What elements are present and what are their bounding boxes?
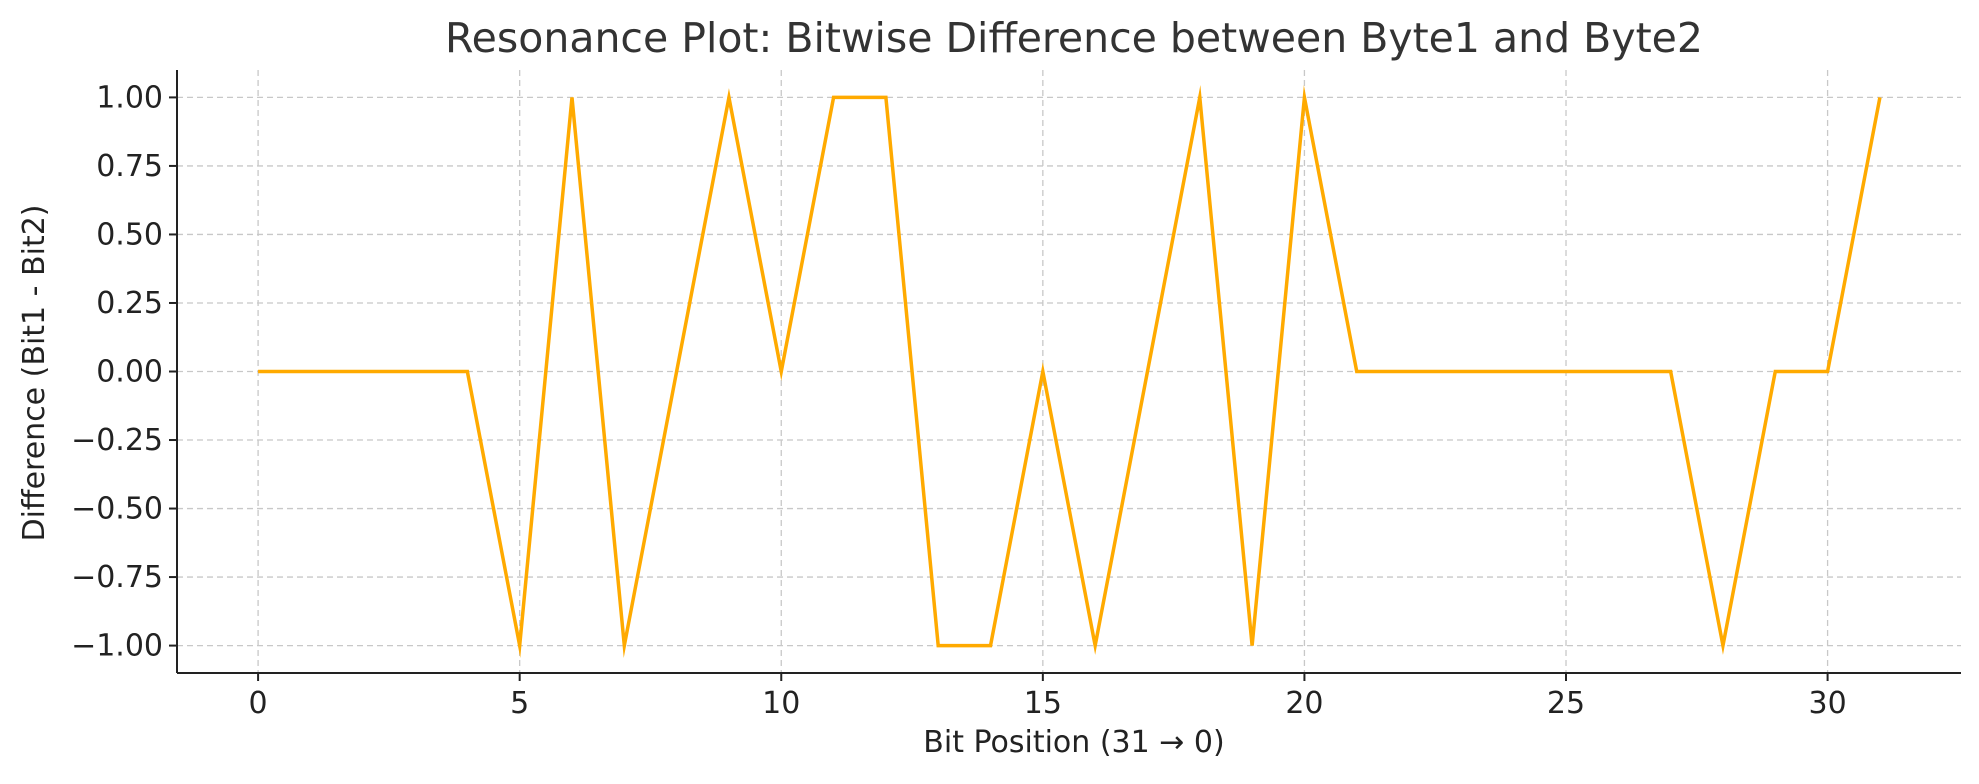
x-tick-label: 15 xyxy=(1024,686,1062,721)
data-point xyxy=(518,644,521,647)
x-axis-label: Bit Position (31 → 0) xyxy=(923,725,1224,760)
y-tick-label: −1.00 xyxy=(71,629,163,664)
y-tick-label: 0.75 xyxy=(96,149,163,184)
data-point xyxy=(361,370,364,373)
y-tick-label: 1.00 xyxy=(96,80,163,115)
x-tick-label: 25 xyxy=(1547,686,1585,721)
data-point xyxy=(1198,96,1201,99)
data-point xyxy=(727,96,730,99)
data-point xyxy=(623,644,626,647)
tick-labels: 0 5 10 15 20 25 30 −1.00 −0.75 −0.50 −0.25 0.00 0.25… xyxy=(71,80,1847,721)
data-point xyxy=(675,370,678,373)
x-tick-label: 5 xyxy=(510,686,529,721)
series-line xyxy=(258,85,1882,658)
data-point xyxy=(414,370,417,373)
data-point xyxy=(1617,370,1620,373)
data-point xyxy=(1721,644,1724,647)
data-point xyxy=(780,370,783,373)
y-axis-label: Difference (Bit1 - Bit2) xyxy=(17,204,52,541)
data-point xyxy=(1460,370,1463,373)
y-tick-label: −0.75 xyxy=(71,560,163,595)
data-point xyxy=(1251,644,1254,647)
data-point xyxy=(570,96,573,99)
data-point xyxy=(1041,370,1044,373)
data-point xyxy=(1512,370,1515,373)
data-point xyxy=(832,96,835,99)
y-tick-label: −0.25 xyxy=(71,423,163,458)
axes xyxy=(169,70,1961,681)
data-point xyxy=(884,96,887,99)
y-tick-label: 0.50 xyxy=(96,217,163,252)
data-point xyxy=(1303,96,1306,99)
data-point xyxy=(309,370,312,373)
data-point xyxy=(1355,370,1358,373)
data-point xyxy=(989,644,992,647)
data-point xyxy=(257,370,260,373)
data-point xyxy=(937,644,940,647)
y-tick-label: 0.25 xyxy=(96,286,163,321)
x-tick-label: 0 xyxy=(249,686,268,721)
data-point xyxy=(1669,370,1672,373)
data-point xyxy=(466,370,469,373)
data-point xyxy=(1878,96,1881,99)
data-point xyxy=(1408,370,1411,373)
data-point xyxy=(1774,370,1777,373)
x-tick-label: 20 xyxy=(1285,686,1323,721)
series-layer xyxy=(258,85,1882,658)
x-tick-label: 30 xyxy=(1808,686,1846,721)
data-point xyxy=(1826,370,1829,373)
y-tick-label: 0.00 xyxy=(96,355,163,390)
y-tick-label: −0.50 xyxy=(71,492,163,527)
x-tick-label: 10 xyxy=(762,686,800,721)
chart-title: Resonance Plot: Bitwise Difference betwe… xyxy=(445,14,1703,62)
data-point xyxy=(1094,644,1097,647)
data-point xyxy=(1146,370,1149,373)
data-point xyxy=(1565,370,1568,373)
